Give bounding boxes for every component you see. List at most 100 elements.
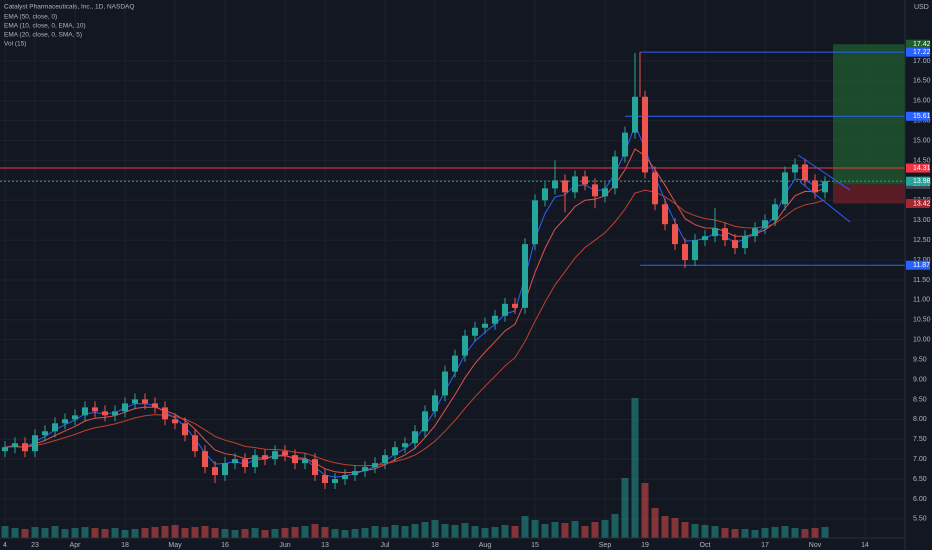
volume-bar <box>791 528 799 538</box>
candle-body <box>142 399 148 404</box>
volume-bar <box>181 528 189 538</box>
candle-body <box>102 411 108 416</box>
volume-bar <box>601 520 609 538</box>
candle-body <box>792 164 798 173</box>
volume-bar <box>51 526 59 538</box>
candle-body <box>272 451 278 460</box>
volume-bar <box>521 516 529 538</box>
candles <box>2 52 828 490</box>
y-tick-label: 8.00 <box>913 416 927 423</box>
candle-body <box>422 411 428 432</box>
candle-body <box>532 200 538 245</box>
volume-bar <box>71 528 79 538</box>
candle-body <box>182 423 188 436</box>
candle-body <box>822 181 828 193</box>
volume-bar <box>761 528 769 538</box>
volume-bar <box>101 529 109 538</box>
candle-body <box>352 471 358 476</box>
legend-indicator: Vol (15) <box>4 41 26 48</box>
candle-body <box>292 455 298 464</box>
volume-bar <box>561 523 569 538</box>
volume-bar <box>401 526 409 538</box>
volume-bar <box>751 530 759 538</box>
volume-bar <box>341 530 349 538</box>
candle-body <box>372 463 378 468</box>
volume-bar <box>151 527 159 538</box>
y-tick-label: 10.50 <box>913 317 931 324</box>
volume-bar <box>321 527 329 538</box>
candle-body <box>652 172 658 205</box>
candle-body <box>642 96 648 173</box>
y-tick-label: 10.00 <box>913 337 931 344</box>
trend-line <box>799 181 851 223</box>
candle-body <box>252 455 258 468</box>
volume-bar <box>781 526 789 538</box>
y-tick-label: 9.00 <box>913 376 927 383</box>
candle-body <box>802 164 808 181</box>
volume-bar <box>821 527 829 538</box>
candle-body <box>752 228 758 237</box>
candle-body <box>462 335 468 356</box>
price-badge-label: 13.42 <box>913 200 931 207</box>
position-tool <box>833 44 905 204</box>
volume-bar <box>451 525 459 538</box>
price-badge <box>906 163 930 173</box>
volume-bar <box>311 524 319 538</box>
candle-body <box>592 184 598 197</box>
volume-bar <box>491 527 499 538</box>
legend-title: Catalyst Pharmaceuticals, Inc., 1D, NASD… <box>4 4 134 11</box>
candle-body <box>132 399 138 404</box>
volume-bar <box>551 522 559 538</box>
x-tick-label: Apr <box>70 542 82 549</box>
candle-body <box>222 463 228 476</box>
volume-bar <box>661 516 669 538</box>
x-tick-label: 19 <box>641 542 649 549</box>
volume-bar <box>671 518 679 538</box>
y-tick-label: 8.50 <box>913 396 927 403</box>
x-tick-label: 15 <box>531 542 539 549</box>
y-tick-label: 6.50 <box>913 476 927 483</box>
candle-body <box>812 180 818 193</box>
x-tick-label: Jul <box>381 542 390 549</box>
candle-body <box>692 240 698 261</box>
candle-body <box>282 451 288 456</box>
volume-bar <box>221 529 229 538</box>
volume-bar <box>261 530 269 538</box>
volume-bar <box>121 530 129 538</box>
candle-body <box>32 435 38 452</box>
volume-bar <box>511 526 519 538</box>
volume-bar <box>81 527 89 538</box>
volume-bar <box>241 529 249 538</box>
volume-bar <box>701 525 709 538</box>
volume-bar <box>501 525 509 538</box>
volume-bar <box>461 523 469 538</box>
volume-bar <box>771 527 779 538</box>
price-badge-label: 13.98 <box>913 178 931 185</box>
price-badge <box>906 260 930 270</box>
volume-bar <box>631 398 639 538</box>
volume-bar <box>591 522 599 538</box>
volume-bar <box>281 528 289 538</box>
candle-body <box>52 423 58 432</box>
candle-body <box>552 180 558 189</box>
y-tick-label: 15.00 <box>913 137 931 144</box>
x-tick-label: 16 <box>221 542 229 549</box>
volume-bar <box>351 529 359 538</box>
volume-bar <box>391 525 399 538</box>
y-tick-label: 16.00 <box>913 98 931 105</box>
candle-body <box>512 303 518 308</box>
candle-body <box>202 451 208 468</box>
volume-bar <box>431 520 439 538</box>
volume-bar <box>421 522 429 538</box>
candle-body <box>2 447 8 452</box>
candle-body <box>522 244 528 308</box>
volume-bar <box>801 529 809 538</box>
candle-body <box>542 188 548 201</box>
candle-body <box>312 459 318 476</box>
candle-body <box>442 371 448 396</box>
volume-bar <box>531 520 539 538</box>
volume-bar <box>91 528 99 538</box>
volume-bar <box>681 522 689 538</box>
volume-bar <box>691 524 699 538</box>
